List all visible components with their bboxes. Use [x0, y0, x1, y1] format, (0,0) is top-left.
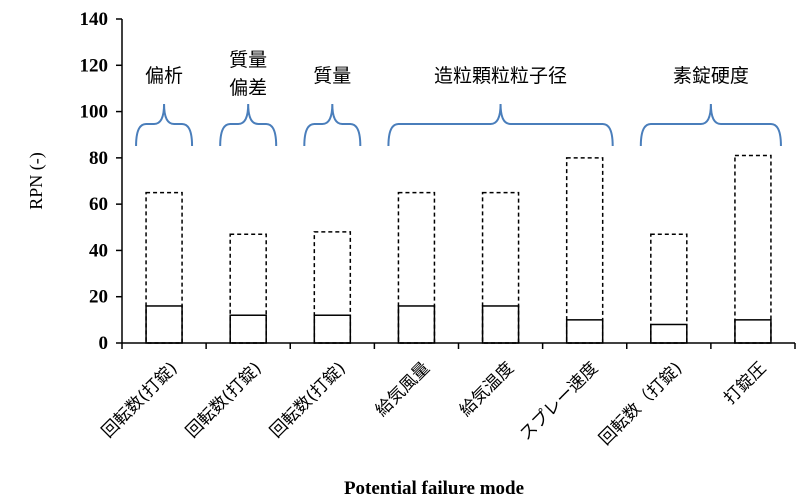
bar-dashed-2 — [313, 231, 352, 344]
category-label-0: 回転数(打錠) — [98, 358, 182, 442]
group-bracket-4 — [639, 103, 782, 147]
bars-layer — [145, 154, 772, 344]
group-bracket-1 — [219, 103, 278, 147]
bar-solid-3 — [397, 305, 436, 344]
group-bracket-0 — [135, 103, 194, 147]
bar-solid-6 — [650, 323, 688, 344]
x-axis-title: Potential failure mode — [344, 478, 524, 499]
category-label-4: 給気温度 — [456, 358, 518, 420]
bar-dashed-7 — [734, 154, 772, 344]
y-tick-label-0: 0 — [99, 333, 109, 354]
group-label-1-line1: 質量 — [229, 49, 267, 71]
group-label-3: 造粒顆粒粒子径 — [434, 65, 567, 87]
bar-solid-1 — [229, 314, 267, 344]
bar-dashed-4 — [481, 191, 520, 344]
bar-dashed-6 — [650, 233, 688, 344]
bar-dashed-1 — [229, 233, 267, 344]
y-tick-label-3: 60 — [89, 194, 108, 215]
category-label-7: 打錠圧 — [720, 358, 770, 408]
bar-solid-7 — [734, 319, 772, 344]
y-tick-label-5: 100 — [80, 102, 109, 123]
group-brackets-layer — [135, 103, 782, 147]
bar-solid-2 — [313, 314, 352, 344]
bar-solid-0 — [145, 305, 183, 344]
group-bracket-3 — [387, 103, 614, 147]
category-label-5: スプレー速度 — [516, 358, 602, 444]
bar-dashed-0 — [145, 191, 183, 344]
bar-dashed-3 — [397, 191, 436, 344]
bar-dashed-5 — [565, 157, 604, 344]
group-label-2: 質量 — [313, 65, 351, 87]
group-bracket-2 — [303, 103, 362, 147]
category-label-6: 回転数（打錠) — [595, 358, 686, 449]
bar-solid-4 — [481, 305, 520, 344]
y-tick-label-6: 120 — [80, 55, 109, 76]
group-label-1-line2: 偏差 — [229, 77, 267, 99]
category-label-2: 回転数(打錠) — [266, 358, 350, 442]
group-label-4: 素錠硬度 — [673, 65, 749, 87]
y-tick-label-4: 80 — [89, 148, 108, 169]
bar-solid-5 — [565, 319, 604, 344]
category-label-1: 回転数(打錠) — [182, 358, 266, 442]
y-tick-label-7: 140 — [80, 9, 109, 30]
category-label-3: 給気風量 — [372, 358, 434, 420]
y-axis-title: RPN (-) — [26, 152, 47, 210]
group-label-0: 偏析 — [145, 65, 183, 87]
y-tick-label-1: 20 — [89, 287, 108, 308]
y-tick-label-2: 40 — [89, 240, 108, 261]
axes-layer — [116, 18, 796, 349]
